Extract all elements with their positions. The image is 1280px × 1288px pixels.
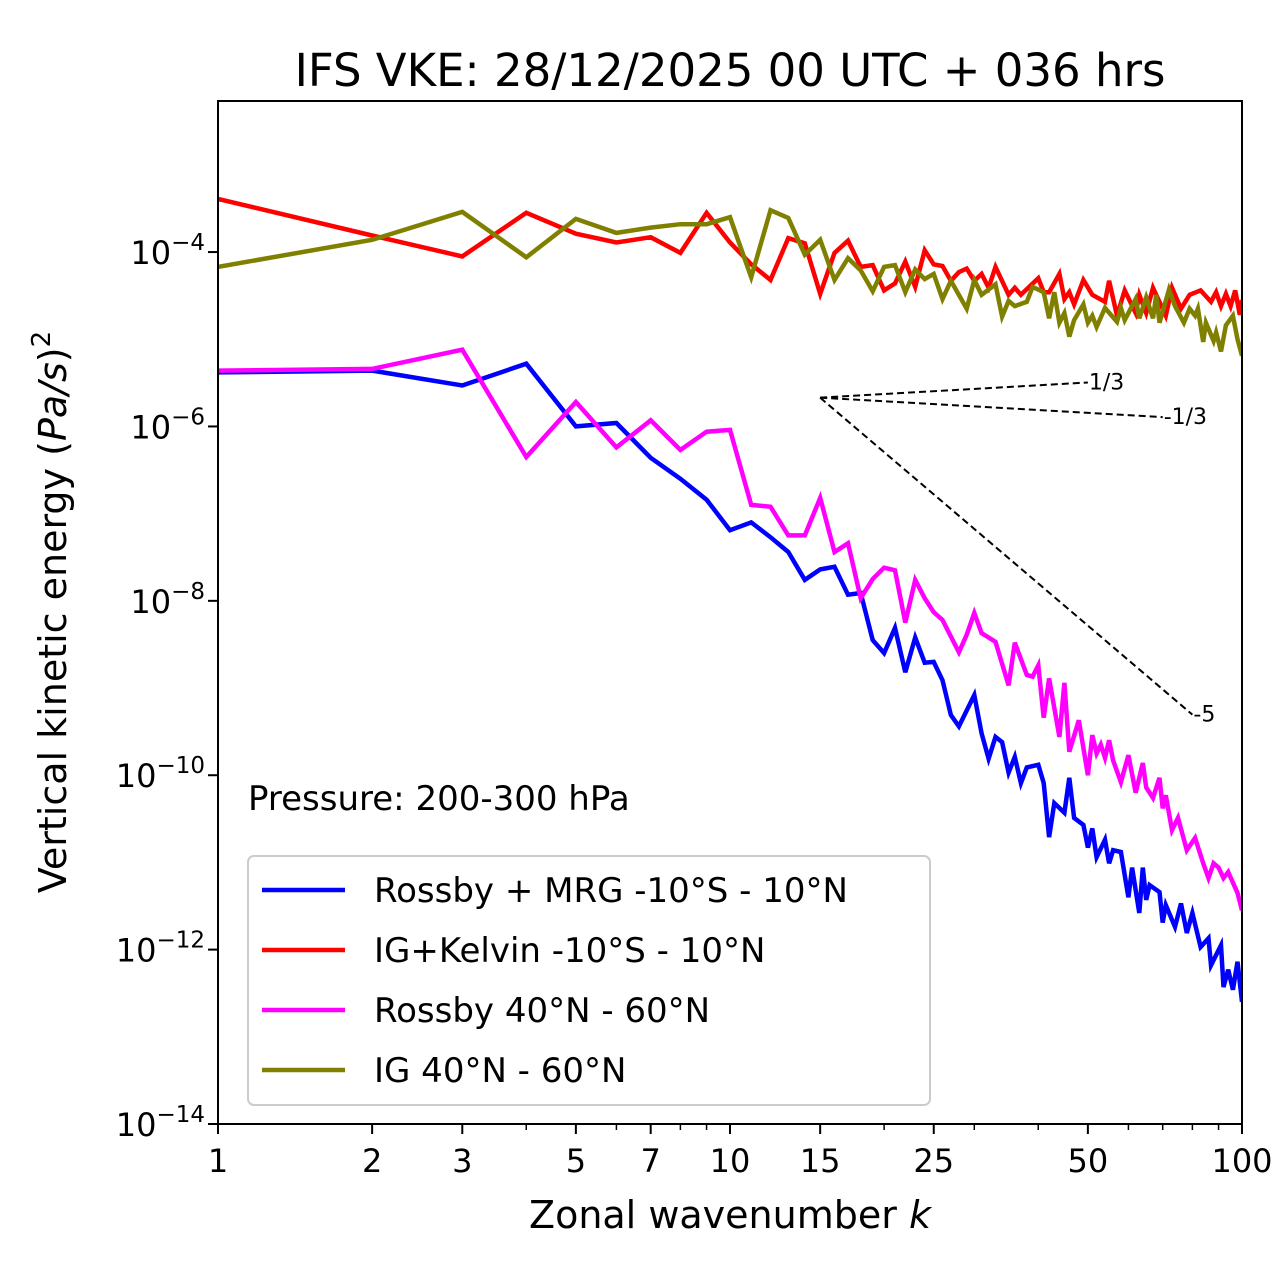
series-line-0 bbox=[218, 361, 1242, 1003]
reference-line-label-2: -5 bbox=[1193, 703, 1215, 728]
pressure-annotation: Pressure: 200-300 hPa bbox=[248, 779, 630, 819]
x-tick-label: 100 bbox=[1211, 1142, 1272, 1180]
y-tick-exponent: −8 bbox=[171, 579, 205, 605]
y-tick-exponent: −4 bbox=[171, 230, 205, 256]
legend-label-1: IG+Kelvin -10°S - 10°N bbox=[374, 931, 765, 971]
reference-slope-lines: 1/3 -1/3 -5 bbox=[819, 370, 1215, 728]
y-tick-base: 10 bbox=[130, 583, 171, 621]
x-tick-label: 5 bbox=[566, 1142, 586, 1180]
x-tick-label: 10 bbox=[710, 1142, 751, 1180]
x-tick-label: 25 bbox=[913, 1142, 954, 1180]
y-tick-label: 10−12 bbox=[116, 928, 205, 970]
reference-line-label-1: -1/3 bbox=[1164, 405, 1207, 430]
y-tick-base: 10 bbox=[130, 408, 171, 446]
x-axis-label-text: Zonal wavenumber bbox=[529, 1193, 909, 1237]
reference-line-2 bbox=[819, 396, 1194, 716]
x-axis-ticks: 1 2 3 5 7 10 15 25 50 100 bbox=[208, 1124, 1273, 1180]
y-tick-exponent: −6 bbox=[171, 404, 205, 430]
x-tick-label: 1 bbox=[208, 1142, 228, 1180]
x-tick-label: 3 bbox=[452, 1142, 472, 1180]
x-tick-label: 2 bbox=[362, 1142, 382, 1180]
y-tick-label: 10−8 bbox=[130, 579, 205, 621]
legend-box bbox=[247, 855, 931, 1106]
x-axis-label: Zonal wavenumber k bbox=[529, 1193, 933, 1237]
series-line-2 bbox=[218, 347, 1242, 911]
reference-line-1 bbox=[820, 396, 1163, 419]
y-axis-label-exp: 2 bbox=[27, 331, 57, 348]
y-tick-exponent: −14 bbox=[156, 1102, 205, 1128]
y-tick-label: 10−6 bbox=[130, 404, 205, 446]
y-tick-base: 10 bbox=[116, 757, 157, 795]
legend: Rossby + MRG -10°S - 10°N IG+Kelvin -10°S… bbox=[247, 855, 931, 1106]
x-tick-label: 50 bbox=[1068, 1142, 1109, 1180]
legend-label-3: IG 40°N - 60°N bbox=[374, 1051, 626, 1091]
x-tick-label: 15 bbox=[800, 1142, 841, 1180]
reference-line-label-0: 1/3 bbox=[1089, 370, 1124, 395]
y-tick-label: 10−4 bbox=[130, 230, 205, 272]
y-tick-base: 10 bbox=[116, 1106, 157, 1144]
y-axis-label-var: Pa/s bbox=[31, 362, 75, 441]
reference-line-0 bbox=[820, 381, 1088, 399]
x-tick-label: 7 bbox=[641, 1142, 661, 1180]
series-line-3 bbox=[218, 207, 1242, 357]
y-axis-label-close: ) bbox=[31, 347, 75, 362]
legend-label-2: Rossby 40°N - 60°N bbox=[374, 991, 710, 1031]
y-tick-exponent: −10 bbox=[156, 753, 205, 779]
y-tick-label: 10−10 bbox=[116, 753, 205, 795]
x-axis-label-var: k bbox=[909, 1193, 933, 1237]
y-tick-base: 10 bbox=[116, 932, 157, 970]
series-layer bbox=[218, 196, 1242, 1003]
series-line-1 bbox=[218, 196, 1242, 325]
legend-label-0: Rossby + MRG -10°S - 10°N bbox=[374, 871, 848, 911]
y-tick-base: 10 bbox=[130, 234, 171, 272]
y-tick-label: 10−14 bbox=[116, 1102, 205, 1144]
y-tick-exponent: −12 bbox=[156, 928, 205, 954]
chart-title: IFS VKE: 28/12/2025 00 UTC + 036 hrs bbox=[295, 44, 1166, 97]
y-axis-label: Vertical kinetic energy (Pa/s)2 bbox=[27, 331, 75, 893]
y-axis-label-text: Vertical kinetic energy ( bbox=[31, 441, 75, 893]
